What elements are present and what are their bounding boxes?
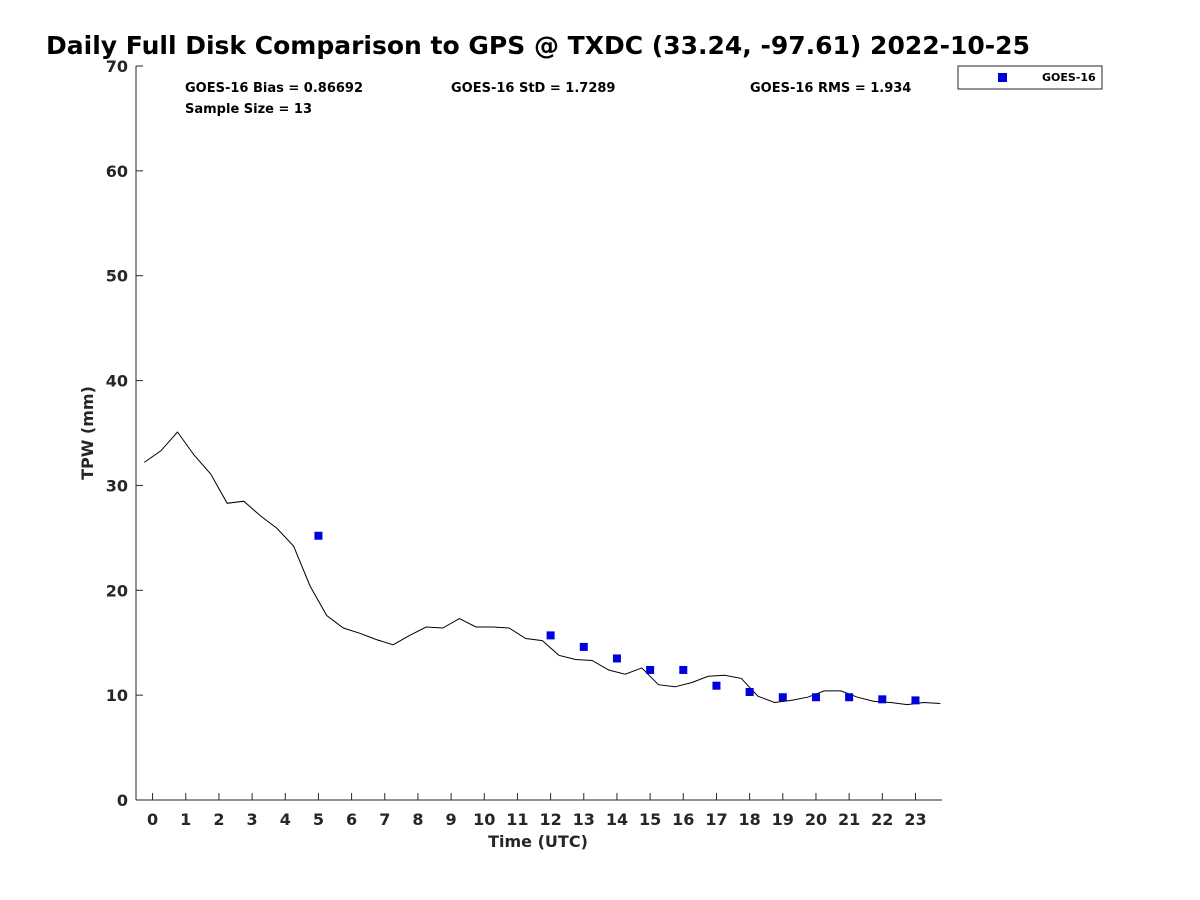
- goes16-point: [612, 654, 621, 663]
- goes16-point: [646, 665, 655, 674]
- x-tick-label: 23: [904, 810, 926, 829]
- x-tick-label: 17: [705, 810, 727, 829]
- y-tick-label: 10: [106, 686, 128, 705]
- goes16-point: [745, 687, 754, 696]
- x-tick-label: 8: [412, 810, 423, 829]
- y-tick-label: 70: [106, 57, 128, 76]
- y-tick-label: 40: [106, 372, 128, 391]
- y-axis-label: TPW (mm): [78, 386, 97, 480]
- goes16-points: [314, 531, 920, 705]
- x-tick-label: 9: [446, 810, 457, 829]
- goes16-point: [546, 631, 555, 640]
- y-tick-label: 30: [106, 476, 128, 495]
- x-tick-label: 14: [606, 810, 628, 829]
- x-tick-label: 1: [180, 810, 191, 829]
- goes16-point: [878, 695, 887, 704]
- x-tick-label: 7: [379, 810, 390, 829]
- goes16-point: [845, 693, 854, 702]
- x-tick-label: 11: [506, 810, 528, 829]
- gps-tpw-line: [144, 431, 941, 706]
- chart-title: Daily Full Disk Comparison to GPS @ TXDC…: [46, 31, 1030, 60]
- legend-box: [957, 65, 1103, 90]
- x-tick-label: 20: [805, 810, 827, 829]
- legend-square-marker: [998, 73, 1007, 82]
- x-tick-label: 19: [772, 810, 794, 829]
- y-tick-label: 60: [106, 162, 128, 181]
- goes16-point: [579, 642, 588, 651]
- y-tick-label: 0: [117, 791, 128, 810]
- stat-bias: GOES-16 Bias = 0.86692: [185, 81, 363, 96]
- stat-std: GOES-16 StD = 1.7289: [451, 81, 615, 96]
- x-tick-label: 18: [738, 810, 760, 829]
- x-axis-ticks: 0 1 2 3 4 5 6 7 8 9 10 11 12 13 14 15 16 17 18 19 20 21 22 23: [147, 793, 927, 829]
- x-tick-label: 6: [346, 810, 357, 829]
- legend: GOES-16: [957, 65, 1103, 90]
- y-tick-label: 50: [106, 267, 128, 286]
- goes16-point: [314, 531, 323, 540]
- stat-sample-size: Sample Size = 13: [185, 102, 312, 117]
- goes16-point: [778, 693, 787, 702]
- x-tick-label: 15: [639, 810, 661, 829]
- goes16-point: [811, 693, 820, 702]
- x-tick-label: 16: [672, 810, 694, 829]
- goes16-point: [679, 665, 688, 674]
- x-tick-label: 0: [147, 810, 158, 829]
- x-tick-label: 5: [313, 810, 324, 829]
- x-tick-label: 13: [573, 810, 595, 829]
- x-tick-label: 2: [213, 810, 224, 829]
- x-axis-label: Time (UTC): [488, 832, 588, 851]
- x-tick-label: 10: [473, 810, 495, 829]
- goes16-point: [911, 696, 920, 705]
- x-tick-label: 22: [871, 810, 893, 829]
- x-tick-label: 21: [838, 810, 860, 829]
- stat-rms: GOES-16 RMS = 1.934: [750, 81, 911, 96]
- goes16-point: [712, 681, 721, 690]
- y-axis-ticks: 0 10 20 30 40 50 60 70: [106, 57, 143, 810]
- y-tick-label: 20: [106, 581, 128, 600]
- legend-label-goes16: GOES-16: [1042, 71, 1096, 84]
- x-tick-label: 12: [539, 810, 561, 829]
- x-tick-label: 3: [247, 810, 258, 829]
- x-tick-label: 4: [280, 810, 291, 829]
